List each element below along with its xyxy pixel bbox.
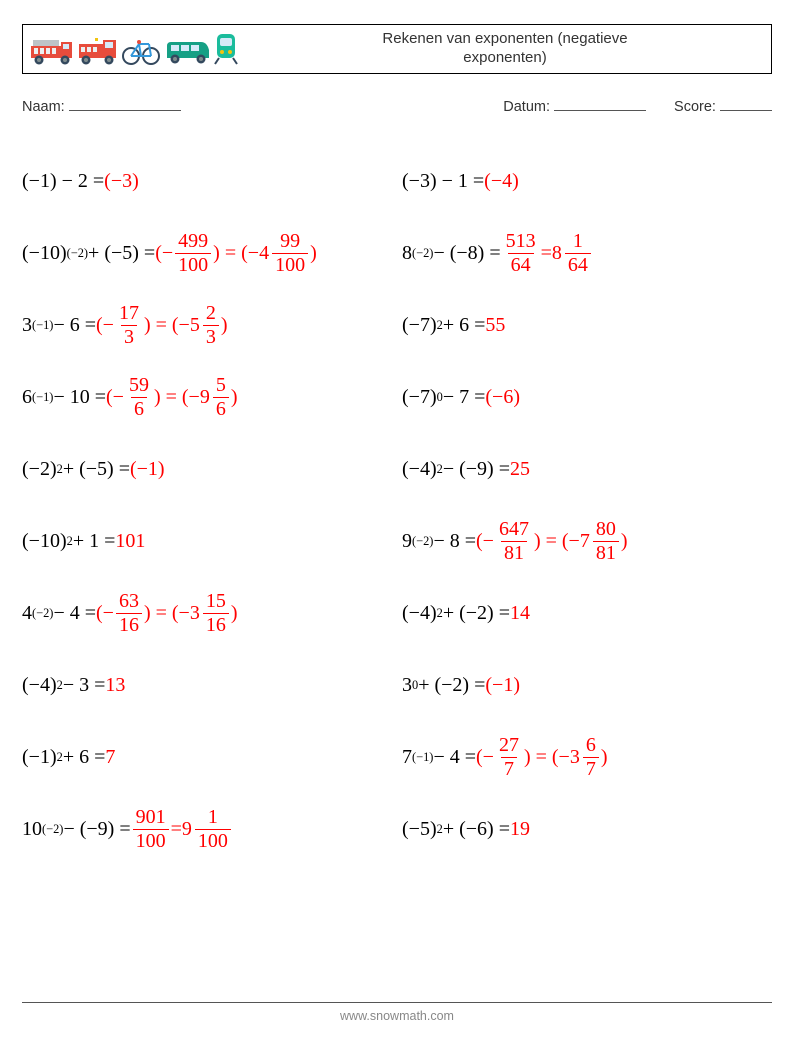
answer: (−173) = (−523) (96, 303, 228, 348)
answer: (−3) (104, 171, 139, 191)
answer: (−4) (484, 171, 519, 191)
right-column: (−3) − 1 = (−4)8(−2) − (−8) = 51364 = 81… (392, 145, 772, 865)
answer: (−277) = (−367) (476, 735, 608, 780)
expression: (−5)2 + (−6) = (402, 819, 510, 839)
name-label: Naam: (22, 99, 65, 115)
name-blank[interactable] (69, 96, 181, 111)
answer: (−6316) = (−31516) (96, 591, 238, 636)
score-label: Score: (674, 99, 716, 115)
expression: 7(−1) − 4 = (402, 747, 476, 767)
answer: 7 (105, 747, 115, 767)
footer-url: www.snowmath.com (0, 1009, 794, 1023)
answer: (−499100) = (−499100) (155, 231, 317, 276)
expression: (−4)2 + (−2) = (402, 603, 510, 623)
answer: 55 (485, 315, 505, 335)
expression: 9(−2) − 8 = (402, 531, 476, 551)
problem-row: 30 + (−2) = (−1) (402, 649, 772, 721)
problems-grid: (−1) − 2 = (−3)(−10)(−2) + (−5) = (−4991… (22, 145, 772, 865)
answer: 19 (510, 819, 530, 839)
expression: 8(−2) − (−8) = (402, 243, 501, 263)
answer: (−596) = (−956) (106, 375, 238, 420)
expression: (−4)2 − (−9) = (402, 459, 510, 479)
expression: (−4)2 − 3 = (22, 675, 105, 695)
title-line-2: exponenten) (463, 49, 546, 66)
answer: (−64781) = (−78081) (476, 519, 628, 564)
problem-row: 7(−1) − 4 = (−277) = (−367) (402, 721, 772, 793)
problem-row: (−10)(−2) + (−5) = (−499100) = (−499100) (22, 217, 392, 289)
score-blank[interactable] (720, 96, 772, 111)
expression: (−10)2 + 1 = (22, 531, 115, 551)
expression: 6(−1) − 10 = (22, 387, 106, 407)
date-blank[interactable] (554, 96, 646, 111)
footer-rule (22, 1002, 772, 1003)
problem-row: (−4)2 − 3 = 13 (22, 649, 392, 721)
expression: 3(−1) − 6 = (22, 315, 96, 335)
problem-row: (−3) − 1 = (−4) (402, 145, 772, 217)
problem-row: 3(−1) − 6 = (−173) = (−523) (22, 289, 392, 361)
answer: (−6) (485, 387, 520, 407)
expression: 10(−2) − (−9) = (22, 819, 131, 839)
answer: 14 (510, 603, 530, 623)
left-column: (−1) − 2 = (−3)(−10)(−2) + (−5) = (−4991… (22, 145, 392, 865)
bicycle-icon (121, 36, 161, 66)
problem-row: (−1)2 + 6 = 7 (22, 721, 392, 793)
answer: 51364 = 8164 (501, 231, 593, 276)
vehicle-icons (23, 32, 239, 66)
expression: (−2)2 + (−5) = (22, 459, 130, 479)
expression: (−7)0 − 7 = (402, 387, 485, 407)
meta-row: Naam: Datum: Score: (22, 96, 772, 115)
problem-row: 8(−2) − (−8) = 51364 = 8164 (402, 217, 772, 289)
answer: 101 (115, 531, 145, 551)
footer: www.snowmath.com (0, 1002, 794, 1023)
date-label: Datum: (503, 99, 550, 115)
problem-row: (−7)2 + 6 = 55 (402, 289, 772, 361)
fire-truck-icon (29, 36, 75, 66)
worksheet-title: Rekenen van exponenten (negatieve expone… (239, 30, 771, 68)
answer: (−1) (485, 675, 520, 695)
title-line-1: Rekenen van exponenten (negatieve (382, 30, 627, 47)
expression: (−1) − 2 = (22, 171, 104, 191)
van-icon (163, 36, 211, 66)
answer: 901100 = 91100 (131, 807, 233, 852)
expression: (−1)2 + 6 = (22, 747, 105, 767)
answer: 13 (105, 675, 125, 695)
answer: 25 (510, 459, 530, 479)
expression: (−7)2 + 6 = (402, 315, 485, 335)
problem-row: (−7)0 − 7 = (−6) (402, 361, 772, 433)
problem-row: (−2)2 + (−5) = (−1) (22, 433, 392, 505)
answer: (−1) (130, 459, 165, 479)
problem-row: 4(−2) − 4 = (−6316) = (−31516) (22, 577, 392, 649)
problem-row: (−5)2 + (−6) = 19 (402, 793, 772, 865)
problem-row: (−4)2 + (−2) = 14 (402, 577, 772, 649)
expression: 4(−2) − 4 = (22, 603, 96, 623)
problem-row: 6(−1) − 10 = (−596) = (−956) (22, 361, 392, 433)
train-icon (213, 32, 239, 66)
problem-row: (−4)2 − (−9) = 25 (402, 433, 772, 505)
problem-row: (−1) − 2 = (−3) (22, 145, 392, 217)
expression: 30 + (−2) = (402, 675, 485, 695)
expression: (−3) − 1 = (402, 171, 484, 191)
problem-row: (−10)2 + 1 = 101 (22, 505, 392, 577)
problem-row: 10(−2) − (−9) = 901100 = 91100 (22, 793, 392, 865)
header: Rekenen van exponenten (negatieve expone… (22, 24, 772, 74)
problem-row: 9(−2) − 8 = (−64781) = (−78081) (402, 505, 772, 577)
expression: (−10)(−2) + (−5) = (22, 243, 155, 263)
fire-truck-icon (77, 36, 119, 66)
